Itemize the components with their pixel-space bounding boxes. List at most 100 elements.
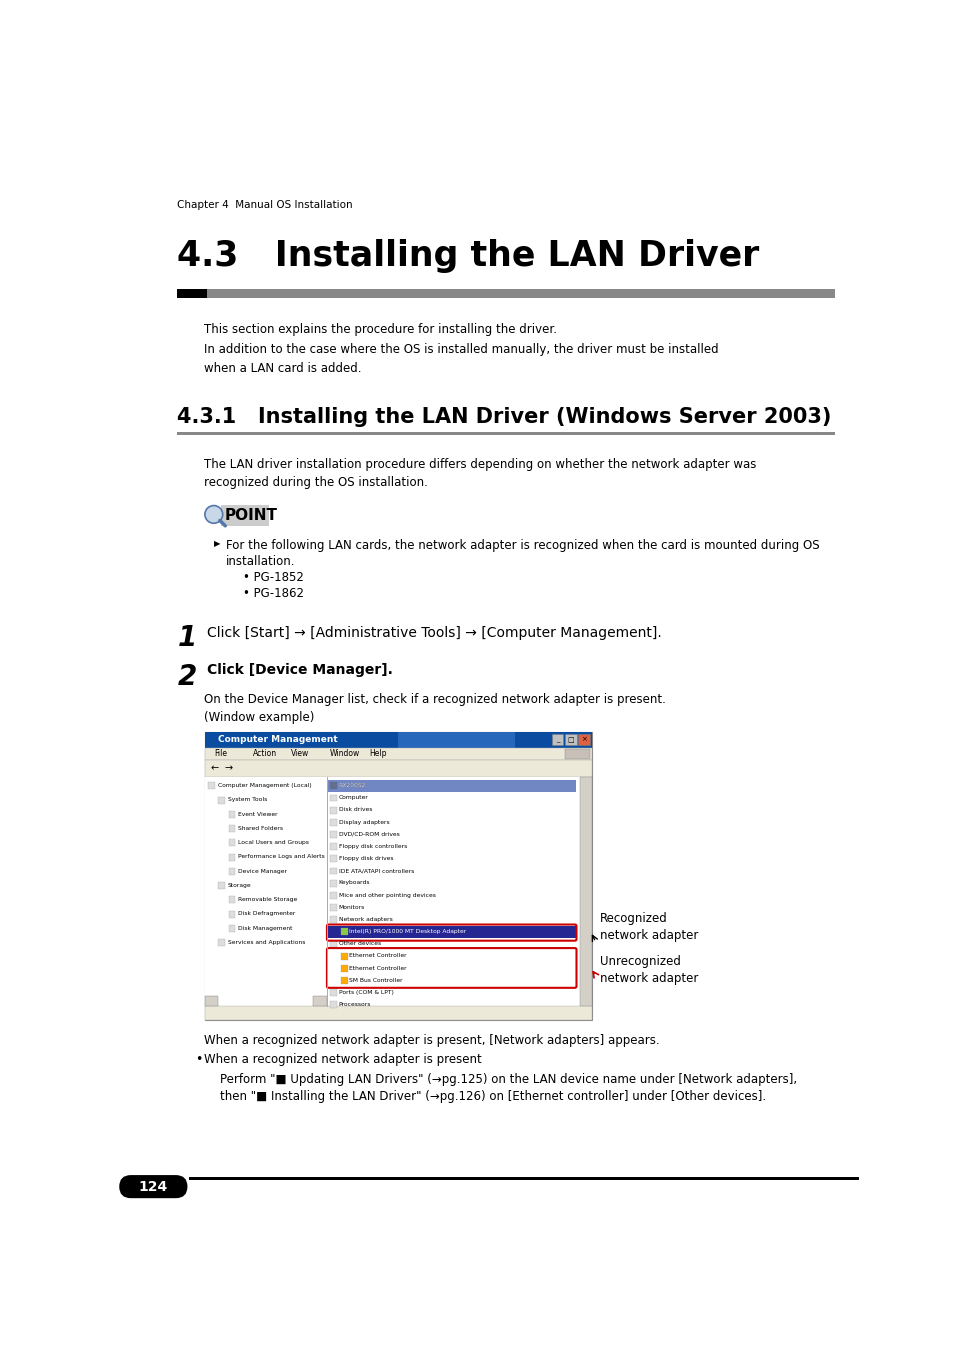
Bar [330,917,336,923]
Text: When a recognized network adapter is present, [Network adapters] appears.: When a recognized network adapter is pre… [204,1034,659,1047]
Text: For the following LAN cards, the network adapter is recognized when the card is : For the following LAN cards, the network… [226,539,819,553]
Text: 1: 1 [177,624,196,652]
Bar [330,782,336,790]
Bar [564,749,589,759]
Bar [330,806,336,814]
Text: Local Users and Groups: Local Users and Groups [237,840,309,845]
Bar [340,953,348,960]
Text: Display adapters: Display adapters [338,820,389,825]
Text: IDE ATA/ATAPI controllers: IDE ATA/ATAPI controllers [338,868,414,874]
Text: Ethernet Controller: Ethernet Controller [349,953,407,958]
Bar [204,732,592,748]
Text: □: □ [567,736,574,743]
Text: Computer Management (Local): Computer Management (Local) [217,783,311,789]
Text: 2: 2 [177,663,196,692]
Text: • PG-1852: • PG-1852 [243,572,304,585]
Bar [229,811,235,818]
Bar [330,794,336,802]
Bar [220,506,269,526]
Text: SM Bus Controller: SM Bus Controller [349,977,402,983]
Bar [330,818,336,826]
Bar [330,856,336,863]
Text: Other devices: Other devices [338,941,380,946]
Text: Monitors: Monitors [338,905,364,910]
Bar [330,844,336,851]
Text: RX200S2: RX200S2 [338,783,366,789]
Circle shape [205,506,222,523]
Text: Perform "■ Updating LAN Drivers" (→pg.125) on the LAN device name under [Network: Perform "■ Updating LAN Drivers" (→pg.12… [220,1073,797,1085]
Bar [397,732,514,748]
Text: (Window example): (Window example) [204,710,314,724]
Bar [229,868,235,875]
Text: Computer: Computer [338,795,368,801]
Text: recognized during the OS installation.: recognized during the OS installation. [204,476,428,489]
Bar [330,1002,336,1008]
Text: installation.: installation. [226,555,295,569]
Text: Network adapters: Network adapters [338,917,392,922]
Bar [340,929,348,936]
Text: Ethernet Controller: Ethernet Controller [349,965,407,971]
Bar [578,733,589,745]
Text: Recognized: Recognized [599,913,667,925]
Bar [177,288,207,298]
Text: View: View [291,749,309,759]
Text: 4.3   Installing the LAN Driver: 4.3 Installing the LAN Driver [177,239,759,272]
Text: In addition to the case where the OS is installed manually, the driver must be i: In addition to the case where the OS is … [204,342,719,356]
Text: Floppy disk drives: Floppy disk drives [338,856,393,861]
Bar [330,880,336,887]
Text: The LAN driver installation procedure differs depending on whether the network a: The LAN driver installation procedure di… [204,458,756,472]
Text: when a LAN card is added.: when a LAN card is added. [204,363,361,375]
Bar [229,925,235,931]
Bar [229,853,235,860]
Text: Chapter 4  Manual OS Installation: Chapter 4 Manual OS Installation [177,201,353,210]
Text: •: • [195,1053,202,1066]
Text: network adapter: network adapter [599,972,698,985]
Bar [218,797,225,803]
Text: Disk Management: Disk Management [237,926,292,930]
Bar [313,996,327,1007]
Text: Ports (COM & LPT): Ports (COM & LPT) [338,989,393,995]
Text: RX200S2: RX200S2 [338,783,366,789]
Bar [328,779,575,791]
Bar [208,782,215,790]
Bar [229,825,235,832]
Text: Storage: Storage [228,883,251,888]
Text: Performance Logs and Alerts: Performance Logs and Alerts [237,855,324,860]
Text: Unrecognized: Unrecognized [599,954,679,968]
Bar [189,1177,858,1180]
Text: ←: ← [211,763,218,774]
Bar [177,431,835,435]
Text: Help: Help [369,749,386,759]
Bar [204,732,592,1020]
Text: ▶: ▶ [213,539,220,549]
Bar [330,941,336,948]
Text: When a recognized network adapter is present: When a recognized network adapter is pre… [204,1053,482,1066]
Bar [340,965,348,972]
Text: network adapter: network adapter [599,929,698,942]
Text: Services and Applications: Services and Applications [228,940,305,945]
Bar [204,748,592,760]
Text: Event Viewer: Event Viewer [237,811,277,817]
Text: Mice and other pointing devices: Mice and other pointing devices [338,892,435,898]
Bar [340,977,348,984]
Bar [551,733,562,745]
Text: Disk Defragmenter: Disk Defragmenter [237,911,294,917]
Text: 4.3.1   Installing the LAN Driver (Windows Server 2003): 4.3.1 Installing the LAN Driver (Windows… [177,407,831,426]
FancyBboxPatch shape [119,1175,187,1198]
Bar [229,896,235,903]
Bar [204,1007,592,1020]
Text: 124: 124 [138,1180,168,1193]
Text: File: File [213,749,227,759]
Text: Action: Action [253,749,276,759]
Text: Removable Storage: Removable Storage [237,898,296,902]
Bar [328,926,575,938]
Bar [229,840,235,847]
Text: then "■ Installing the LAN Driver" (→pg.126) on [Ethernet controller] under [Oth: then "■ Installing the LAN Driver" (→pg.… [220,1091,765,1104]
Text: Intel(R) PRO/1000 MT Desktop Adapter: Intel(R) PRO/1000 MT Desktop Adapter [349,929,466,934]
Text: Keyboards: Keyboards [338,880,370,886]
Text: Disk drives: Disk drives [338,807,372,813]
Bar [204,776,592,1007]
Text: DVD/CD-ROM drives: DVD/CD-ROM drives [338,832,399,837]
Bar [229,911,235,918]
Bar [330,868,336,875]
